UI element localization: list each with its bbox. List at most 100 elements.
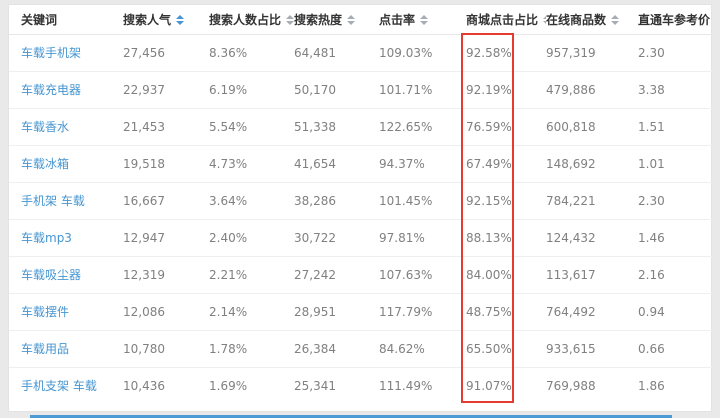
- value-cell: 50,170: [294, 70, 379, 108]
- table-row: 车载充电器 22,937 6.19% 50,170 101.71% 92.19% 479,8…: [9, 70, 713, 108]
- column-label: 点击率: [379, 12, 416, 27]
- value-cell: 101.71%: [379, 70, 466, 108]
- column-header-mall-click-ratio[interactable]: 商城点击占比: [466, 5, 546, 35]
- value-cell: 122.65%: [379, 107, 466, 145]
- keyword-cell: 车载用品: [9, 329, 123, 367]
- value-cell: 1.69%: [209, 366, 294, 404]
- value-cell: 21,453: [123, 107, 209, 145]
- sort-icon[interactable]: [611, 15, 620, 26]
- value-cell: 88.13%: [466, 218, 546, 256]
- keyword-link[interactable]: 车载香水: [21, 120, 70, 134]
- column-header-ztc-reference-price[interactable]: 直通车参考价: [638, 5, 713, 35]
- value-cell: 27,242: [294, 255, 379, 293]
- table-row: 手机架 车载 16,667 3.64% 38,286 101.45% 92.15% 784,…: [9, 181, 713, 219]
- table-row: 车载手机架 27,456 8.36% 64,481 109.03% 92.58% 957,3…: [9, 34, 713, 71]
- value-cell: 764,492: [546, 292, 638, 330]
- value-cell: 2.40%: [209, 218, 294, 256]
- column-header-search-heat[interactable]: 搜索热度: [294, 5, 379, 35]
- keyword-link[interactable]: 车载手机架: [21, 46, 82, 60]
- keyword-link[interactable]: 车载mp3: [21, 231, 72, 245]
- value-cell: 2.30: [638, 45, 665, 60]
- table-row: 车载吸尘器 12,319 2.21% 27,242 107.63% 84.00% 113,6…: [9, 255, 713, 293]
- column-header-search-people-ratio[interactable]: 搜索人数占比: [209, 5, 294, 35]
- table-row: 手机支架 车载 10,436 1.69% 25,341 111.49% 91.07% 769…: [9, 366, 713, 404]
- value-cell: 2.21%: [209, 255, 294, 293]
- value-cell: 1.01: [638, 144, 713, 182]
- value-cell: 2.16: [638, 255, 713, 293]
- value-cell: 38,286: [294, 181, 379, 219]
- value-cell: 2.30: [638, 181, 713, 219]
- value-cell: 933,615: [546, 329, 638, 367]
- sort-icon[interactable]: [543, 15, 546, 26]
- value-cell: 5.54%: [209, 107, 294, 145]
- value-cell: 10,436: [123, 366, 209, 404]
- value-cell: 26,384: [294, 329, 379, 367]
- keyword-cell: 车载充电器: [9, 70, 123, 108]
- keyword-link[interactable]: 车载摆件: [21, 305, 70, 319]
- value-cell: 64,481: [294, 45, 336, 60]
- value-cell: 12,319: [123, 255, 209, 293]
- table-row: 车载香水 21,453 5.54% 51,338 122.65% 76.59% 600,81…: [9, 107, 713, 145]
- keyword-cell: 车载吸尘器: [9, 255, 123, 293]
- value-cell: 0.66: [638, 329, 713, 367]
- value-cell: 0.94: [638, 292, 713, 330]
- column-label: 商城点击占比: [466, 12, 539, 27]
- value-cell: 957,319: [546, 45, 596, 60]
- value-cell: 1.86: [638, 366, 713, 404]
- value-cell: 2.14%: [209, 292, 294, 330]
- column-header-online-products[interactable]: 在线商品数: [546, 5, 638, 35]
- column-label: 搜索人数占比: [209, 12, 282, 27]
- keyword-link[interactable]: 车载吸尘器: [21, 268, 82, 282]
- value-cell: 16,667: [123, 181, 209, 219]
- value-cell: 48.75%: [466, 292, 546, 330]
- value-cell: 600,818: [546, 107, 638, 145]
- value-cell: 107.63%: [379, 255, 466, 293]
- keyword-link[interactable]: 车载充电器: [21, 83, 82, 97]
- keyword-cell: 车载手机架: [9, 34, 123, 71]
- value-cell: 84.00%: [466, 255, 546, 293]
- value-cell: 1.78%: [209, 329, 294, 367]
- table-row: 车载mp3 12,947 2.40% 30,722 97.81% 88.13% 124,43…: [9, 218, 713, 256]
- keyword-link[interactable]: 手机架 车载: [21, 194, 85, 208]
- value-cell: 6.19%: [209, 70, 294, 108]
- keyword-link[interactable]: 车载冰箱: [21, 157, 70, 171]
- table-row: 车载摆件 12,086 2.14% 28,951 117.79% 48.75% 764,49…: [9, 292, 713, 330]
- sort-icon[interactable]: [286, 15, 294, 26]
- sort-icon[interactable]: [347, 15, 356, 26]
- value-cell: 109.03%: [379, 45, 433, 60]
- keyword-table: 关键词 搜索人气 搜索人数占比 搜索热度 点击率 商城点击占比 在线商品数 直通车参考价 车载…: [9, 5, 713, 404]
- value-cell: 12,947: [123, 218, 209, 256]
- value-cell: 8.36%: [209, 45, 248, 60]
- table-body: 车载手机架 27,456 8.36% 64,481 109.03% 92.58% 957,3…: [9, 34, 713, 404]
- column-label: 直通车参考价: [638, 12, 711, 27]
- horizontal-scrollbar[interactable]: [30, 415, 672, 418]
- value-cell: 12,086: [123, 292, 209, 330]
- column-header-click-rate[interactable]: 点击率: [379, 5, 466, 35]
- value-cell: 124,432: [546, 218, 638, 256]
- sort-icon[interactable]: [176, 15, 185, 26]
- table-row: 车载用品 10,780 1.78% 26,384 84.62% 65.50% 933,615…: [9, 329, 713, 367]
- value-cell: 92.58%: [466, 45, 512, 60]
- value-cell: 117.79%: [379, 292, 466, 330]
- keyword-cell: 手机支架 车载: [9, 366, 123, 404]
- value-cell: 148,692: [546, 144, 638, 182]
- column-label: 在线商品数: [546, 12, 607, 27]
- column-label: 搜索人气: [123, 12, 172, 27]
- value-cell: 25,341: [294, 366, 379, 404]
- value-cell: 113,617: [546, 255, 638, 293]
- value-cell: 10,780: [123, 329, 209, 367]
- keyword-cell: 车载mp3: [9, 218, 123, 256]
- sort-icon[interactable]: [420, 15, 429, 26]
- value-cell: 30,722: [294, 218, 379, 256]
- value-cell: 92.19%: [466, 70, 546, 108]
- value-cell: 94.37%: [379, 144, 466, 182]
- keyword-link[interactable]: 车载用品: [21, 342, 70, 356]
- keyword-cell: 手机架 车载: [9, 181, 123, 219]
- column-header-search-popularity[interactable]: 搜索人气: [123, 5, 209, 35]
- value-cell: 769,988: [546, 366, 638, 404]
- keyword-cell: 车载摆件: [9, 292, 123, 330]
- keyword-link[interactable]: 手机支架 车载: [21, 379, 97, 394]
- value-cell: 4.73%: [209, 144, 294, 182]
- header-row: 关键词 搜索人气 搜索人数占比 搜索热度 点击率 商城点击占比 在线商品数 直通车参考价: [9, 5, 713, 35]
- value-cell: 3.64%: [209, 181, 294, 219]
